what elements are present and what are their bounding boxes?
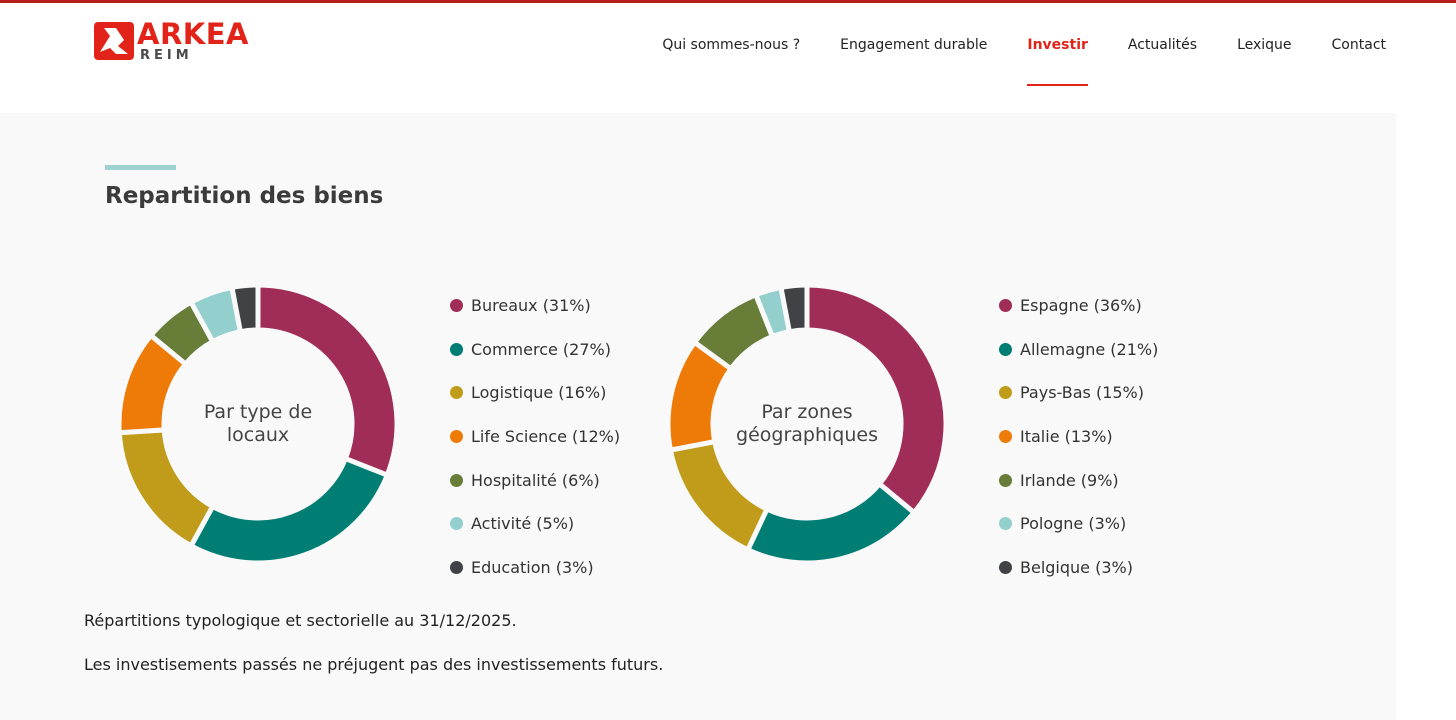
legend-dot — [450, 517, 463, 531]
donut-slice-education — [229, 282, 261, 335]
legend-dot — [450, 299, 463, 313]
top-border — [0, 0, 1456, 3]
legend-dot — [450, 342, 463, 356]
legend-dot — [450, 560, 463, 574]
donut-slice-pays-bas — [667, 438, 771, 554]
legend-dot — [999, 517, 1012, 531]
legend-dot — [999, 386, 1012, 400]
legend-item: Belgique (3%) — [999, 546, 1158, 590]
main-nav: Qui sommes-nous ? Engagement durable Inv… — [622, 37, 1386, 86]
donut-slice-logistique — [116, 427, 217, 550]
arkea-logo-icon — [94, 22, 134, 60]
legend-dot — [450, 430, 463, 444]
legend-dot — [999, 560, 1012, 574]
legend-item: Espagne (36%) — [999, 284, 1158, 328]
logo-subtitle: REIM — [140, 48, 193, 63]
legend-dot — [999, 342, 1012, 356]
legend-dot — [450, 386, 463, 400]
legend-item: Life Science (12%) — [450, 415, 620, 459]
note-disclaimer: Les investisements passés ne préjugent p… — [84, 655, 664, 674]
donut-chart-type-locaux-svg — [116, 282, 400, 566]
site-header: ARKEA REIM Qui sommes-nous ? Engagement … — [0, 3, 1456, 113]
legend-label: Hospitalité (6%) — [471, 470, 600, 490]
legend-label: Pays-Bas (15%) — [1020, 383, 1144, 403]
nav-item-investir[interactable]: Investir — [1027, 37, 1088, 86]
legend-dot — [999, 430, 1012, 444]
legend-item: Activité (5%) — [450, 502, 620, 546]
legend-label: Pologne (3%) — [1020, 514, 1127, 534]
main-content: Repartition des biens Par type de locaux… — [0, 113, 1396, 720]
legend-dot — [450, 473, 463, 487]
nav-item-investir-label: Investir — [1027, 37, 1088, 53]
legend-label: Belgique (3%) — [1020, 557, 1133, 577]
donut-chart-zones-geographiques: Par zones géographiques — [665, 282, 949, 566]
legend-zones-geographiques: Espagne (36%) Allemagne (21%) Pays-Bas (… — [999, 284, 1158, 589]
nav-item-contact[interactable]: Contact — [1331, 37, 1386, 53]
section-title: Repartition des biens — [105, 183, 384, 209]
legend-label: Espagne (36%) — [1020, 296, 1142, 316]
legend-label: Allemagne (21%) — [1020, 339, 1159, 359]
legend-dot — [999, 473, 1012, 487]
legend-item: Hospitalité (6%) — [450, 458, 620, 502]
legend-dot — [999, 299, 1012, 313]
nav-item-actualites[interactable]: Actualités — [1127, 37, 1198, 53]
legend-label: Commerce (27%) — [471, 339, 611, 359]
note-date: Répartitions typologique et sectorielle … — [84, 611, 517, 630]
donut-chart-type-locaux: Par type de locaux — [116, 282, 400, 566]
legend-item: Irlande (9%) — [999, 458, 1158, 502]
logo-wordmark: ARKEA — [137, 17, 250, 51]
legend-label: Life Science (12%) — [471, 427, 621, 447]
legend-item: Education (3%) — [450, 546, 620, 590]
nav-active-underline — [1027, 84, 1088, 86]
legend-label: Education (3%) — [471, 557, 594, 577]
donut-slice-espagne — [804, 282, 949, 517]
legend-item: Logistique (16%) — [450, 371, 620, 415]
legend-type-locaux: Bureaux (31%) Commerce (27%) Logistique … — [450, 284, 620, 589]
legend-item: Pologne (3%) — [999, 502, 1158, 546]
nav-item-qui-sommes-nous[interactable]: Qui sommes-nous ? — [662, 37, 801, 53]
donut-slice-belgique — [778, 282, 810, 335]
legend-item: Bureaux (31%) — [450, 284, 620, 328]
donut-chart-zones-geographiques-svg — [665, 282, 949, 566]
donut-slice-allemagne — [744, 480, 918, 566]
legend-item: Commerce (27%) — [450, 328, 620, 372]
legend-label: Bureaux (31%) — [471, 296, 591, 316]
donut-slice-bureaux — [255, 282, 400, 479]
arkea-reim-logo[interactable]: ARKEA REIM — [94, 17, 264, 66]
legend-label: Logistique (16%) — [471, 383, 607, 403]
legend-label: Irlande (9%) — [1020, 470, 1119, 490]
legend-label: Italie (13%) — [1020, 427, 1113, 447]
legend-label: Activité (5%) — [471, 514, 575, 534]
legend-item: Pays-Bas (15%) — [999, 371, 1158, 415]
nav-item-lexique[interactable]: Lexique — [1237, 37, 1292, 53]
legend-item: Italie (13%) — [999, 415, 1158, 459]
title-accent-bar — [105, 165, 176, 170]
nav-item-engagement-durable[interactable]: Engagement durable — [840, 37, 988, 53]
legend-item: Allemagne (21%) — [999, 328, 1158, 372]
donut-slice-commerce — [187, 455, 391, 566]
